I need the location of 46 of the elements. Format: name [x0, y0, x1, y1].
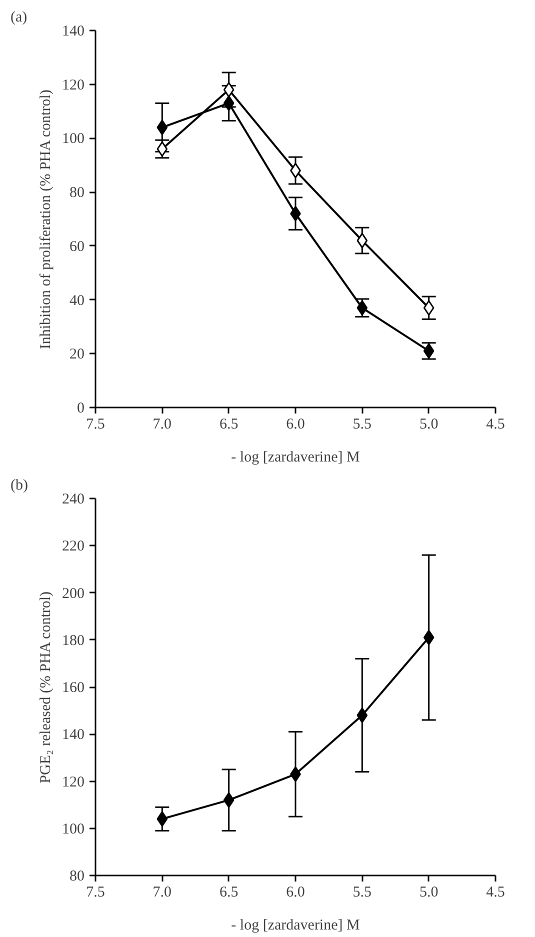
y-tick-label: 20: [70, 346, 84, 363]
x-axis-title: - log [zardaverine] M: [231, 450, 360, 466]
y-tick-label: 160: [62, 680, 84, 696]
x-tick-label: 5.0: [419, 884, 438, 900]
y-axis-title: Inhibition of proliferation (% PHA control): [38, 90, 54, 350]
y-tick-label: 40: [70, 292, 84, 309]
x-tick-label: 7.0: [152, 416, 172, 432]
x-axis-title: - log [zardaverine] M: [231, 918, 360, 934]
x-tick-label: 5.0: [419, 416, 438, 432]
y-tick-label: 140: [62, 727, 84, 744]
x-tick-label: 6.5: [219, 884, 238, 900]
x-tick-label: 5.5: [352, 416, 372, 432]
point: [356, 232, 368, 248]
x-tick-label: 7.5: [86, 416, 105, 432]
y-tick-label: 0: [77, 400, 84, 416]
x-tick-label: 4.5: [486, 416, 505, 432]
y-tick-label: 200: [62, 586, 84, 602]
point: [356, 708, 368, 724]
y-tick-label: 60: [70, 238, 84, 255]
x-tick-label: 5.5: [352, 884, 372, 900]
y-tick-label: 100: [62, 821, 84, 838]
x-tick-label: 6.0: [286, 884, 305, 900]
point: [223, 95, 234, 111]
x-tick-label: 7.5: [86, 884, 105, 900]
y-tick-label: 120: [62, 774, 84, 790]
x-tick-label: 6.5: [219, 416, 238, 432]
y-tick-label: 120: [62, 77, 84, 94]
y-tick-label: 80: [70, 185, 84, 202]
y-tick-label: 140: [62, 24, 84, 40]
y-tick-label: 100: [62, 131, 84, 148]
x-tick-label: 6.0: [286, 416, 305, 432]
point: [223, 82, 234, 98]
point: [223, 792, 234, 808]
point: [156, 811, 168, 827]
point: [423, 630, 434, 646]
y-tick-label: 240: [62, 492, 84, 508]
x-tick-label: 7.0: [152, 884, 172, 900]
text: (b): [10, 478, 28, 494]
y-tick-label: 220: [62, 538, 84, 555]
y-axis-title: PGE₂ released (% PHA control): [38, 591, 54, 784]
point: [423, 300, 434, 316]
x-tick-label: 4.5: [486, 884, 505, 900]
point: [156, 120, 168, 136]
y-tick-label: 80: [70, 868, 84, 884]
text: (a): [10, 10, 28, 26]
y-tick-label: 180: [62, 632, 84, 649]
